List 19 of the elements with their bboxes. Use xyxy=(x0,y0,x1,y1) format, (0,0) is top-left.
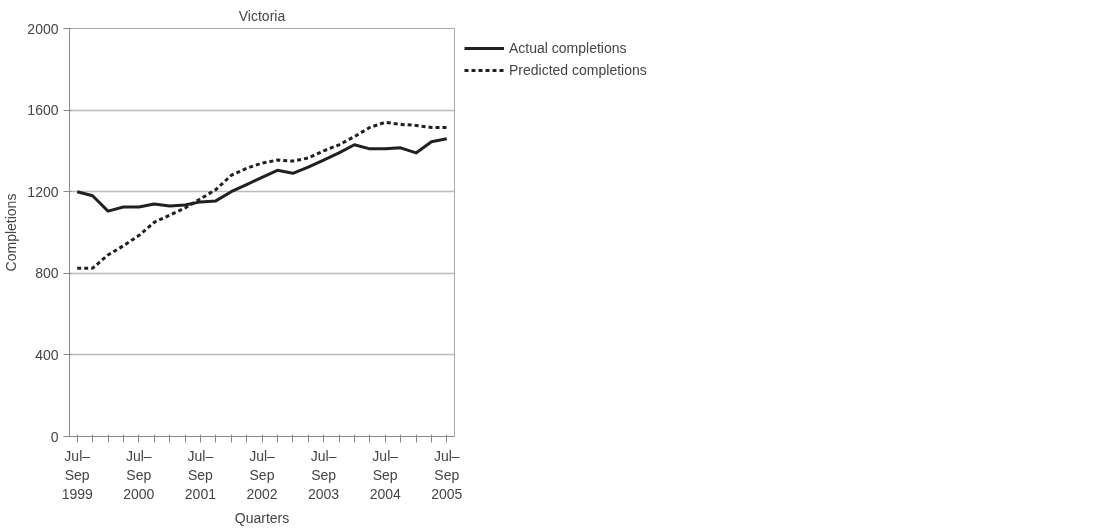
x-tick-label: Jul– Sep 2003 xyxy=(308,447,340,502)
y-tick-label: 2000 xyxy=(27,20,59,37)
x-tick-label: Jul– Sep 1999 xyxy=(61,447,93,502)
x-tick-label: Jul– Sep 2005 xyxy=(431,447,463,502)
x-tick-label: Jul– Sep 2004 xyxy=(369,447,401,502)
y-tick-label: 1600 xyxy=(27,102,59,119)
x-tick-label: Jul– Sep 2002 xyxy=(246,447,278,502)
y-axis-title: Completions xyxy=(3,193,20,272)
y-tick-label: 800 xyxy=(35,265,59,282)
y-tick-label: 0 xyxy=(50,428,59,445)
legend-label: Actual completions xyxy=(509,40,627,56)
chart-title: Victoria xyxy=(238,7,286,24)
y-tick-label: 400 xyxy=(35,346,59,363)
legend-label: Predicted completions xyxy=(509,62,647,78)
x-tick-label: Jul– Sep 2000 xyxy=(123,447,155,502)
x-tick-label: Jul– Sep 2001 xyxy=(184,447,217,502)
line-series xyxy=(75,120,449,270)
y-tick-label: 1200 xyxy=(27,183,59,200)
x-axis-title: Quarters xyxy=(234,509,290,526)
